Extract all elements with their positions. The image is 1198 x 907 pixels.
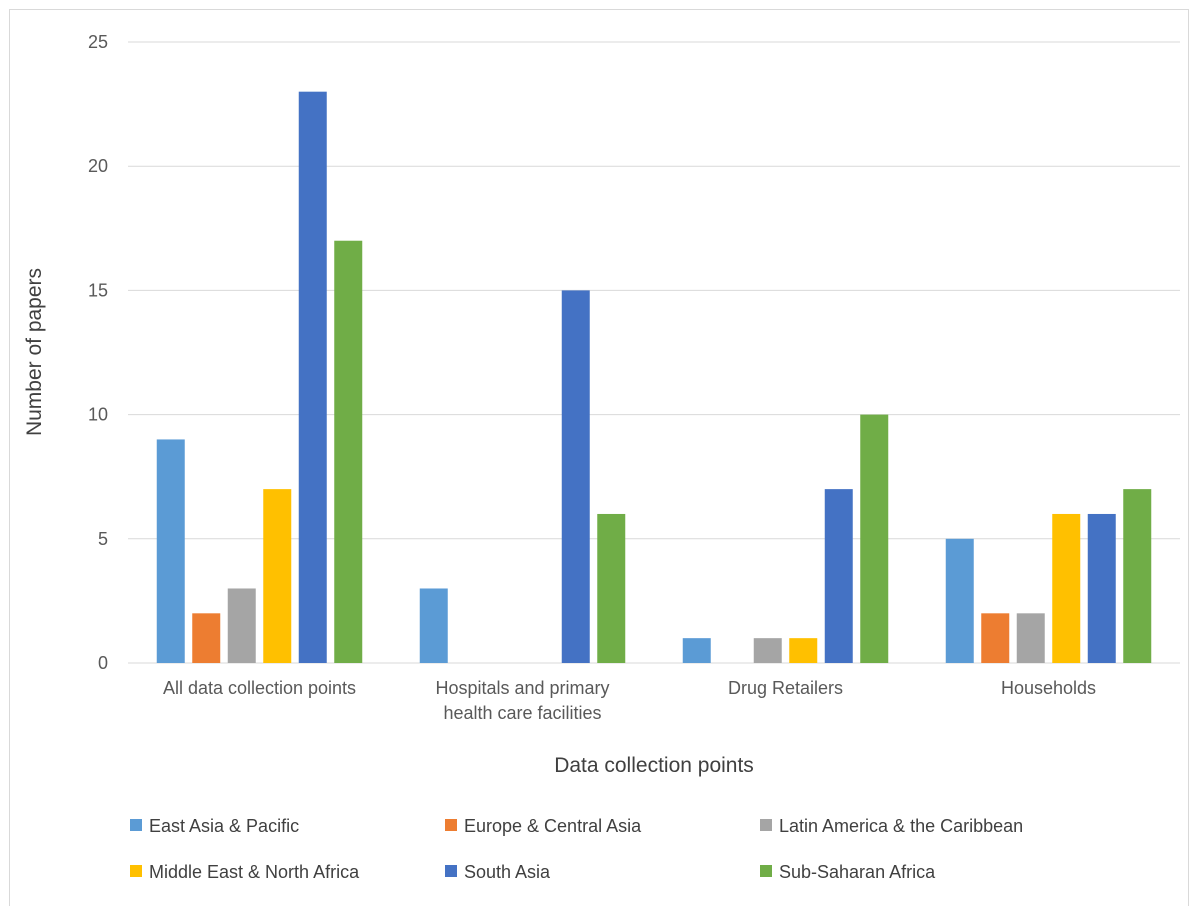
bar-south-asia-1 [561, 290, 590, 663]
legend-label-europe-central-asia: Europe & Central Asia [464, 816, 642, 836]
bar-europe-central-asia-0 [192, 613, 221, 663]
bar-sub-saharan-africa-2 [860, 414, 889, 663]
bar-latin-america-the-caribbean-3 [1016, 613, 1045, 663]
bar-latin-america-the-caribbean-0 [227, 588, 256, 663]
legend-swatch-south-asia [445, 865, 457, 877]
legend-swatch-middle-east-north-africa [130, 865, 142, 877]
chart-frame [9, 9, 1189, 906]
legend: East Asia & Pacific Europe & Central Asia… [130, 816, 1023, 882]
bar-east-asia-pacific-0 [156, 439, 185, 663]
legend-label-sub-saharan-africa: Sub-Saharan Africa [779, 862, 936, 882]
x-tick-label: Households [1001, 678, 1096, 698]
bar-middle-east-north-africa-0 [263, 489, 292, 663]
x-axis-ticks: All data collection points Hospitals and … [163, 678, 1096, 723]
y-tick-label: 20 [88, 156, 108, 176]
bar-europe-central-asia-3 [981, 613, 1010, 663]
y-tick-label: 5 [98, 529, 108, 549]
bar-east-asia-pacific-2 [682, 638, 711, 663]
y-tick-label: 0 [98, 653, 108, 673]
y-tick-label: 25 [88, 32, 108, 52]
y-axis-title: Number of papers [23, 268, 46, 436]
x-tick-label: Drug Retailers [728, 678, 843, 698]
x-tick-label: Hospitals and primary [435, 678, 609, 698]
bar-south-asia-2 [824, 489, 853, 663]
legend-label-middle-east-north-africa: Middle East & North Africa [149, 862, 360, 882]
legend-label-east-asia-pacific: East Asia & Pacific [149, 816, 299, 836]
x-tick-label: All data collection points [163, 678, 356, 698]
y-axis-ticks: 0 5 10 15 20 25 [88, 32, 108, 673]
legend-label-south-asia: South Asia [464, 862, 551, 882]
bar-east-asia-pacific-1 [419, 588, 448, 663]
legend-label-latin-america-the-caribbean: Latin America & the Caribbean [779, 816, 1023, 836]
bar-sub-saharan-africa-1 [597, 513, 626, 663]
bar-east-asia-pacific-3 [945, 538, 974, 663]
x-tick-label: health care facilities [443, 703, 601, 723]
legend-swatch-east-asia-pacific [130, 819, 142, 831]
bar-south-asia-3 [1087, 513, 1116, 663]
legend-swatch-latin-america-the-caribbean [760, 819, 772, 831]
bar-middle-east-north-africa-2 [789, 638, 818, 663]
x-axis-title: Data collection points [554, 754, 754, 777]
legend-swatch-sub-saharan-africa [760, 865, 772, 877]
bars [156, 91, 1152, 664]
bar-sub-saharan-africa-3 [1123, 489, 1152, 663]
y-tick-label: 15 [88, 280, 108, 300]
y-tick-label: 10 [88, 405, 108, 425]
bar-sub-saharan-africa-0 [334, 240, 363, 663]
bar-south-asia-0 [298, 91, 327, 664]
legend-swatch-europe-central-asia [445, 819, 457, 831]
bar-middle-east-north-africa-3 [1052, 513, 1081, 663]
bar-latin-america-the-caribbean-2 [753, 638, 782, 663]
